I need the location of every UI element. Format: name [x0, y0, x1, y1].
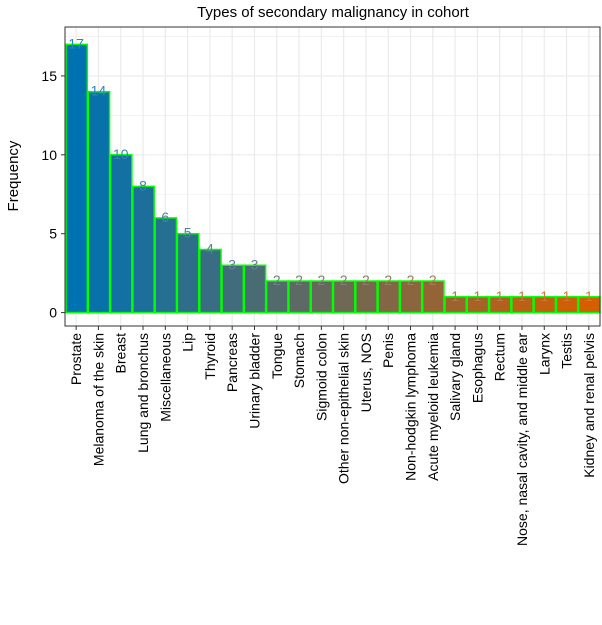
bar-uterus-nos [355, 280, 378, 314]
x-tick-label: Stomach [291, 333, 307, 388]
x-tick-label: Larynx [536, 333, 552, 375]
x-tick-label: Non-hodgkin lymphoma [403, 333, 419, 481]
data-label: 2 [295, 272, 303, 288]
x-tick-label: Nose, nasal cavity, and middle ear [514, 333, 530, 546]
y-axis-label: Frequency [5, 140, 22, 211]
x-tick-label: Melanoma of the skin [90, 333, 106, 466]
x-tick-label: Other non-epithelial skin [336, 333, 352, 484]
x-tick-label: Testis [559, 333, 575, 369]
data-label: 14 [91, 83, 107, 99]
x-tick-label: Pancreas [224, 333, 240, 392]
bar-rectum [488, 296, 512, 314]
bar-larynx [533, 296, 557, 314]
data-label: 2 [317, 272, 325, 288]
data-label: 2 [362, 272, 370, 288]
x-tick-label: Urinary bladder [246, 333, 262, 429]
x-tick-label: Uterus, NOS [358, 333, 374, 412]
data-label: 10 [113, 146, 129, 162]
data-label: 1 [451, 288, 459, 304]
bars [65, 43, 601, 314]
bar-salivary-gland [444, 296, 468, 314]
x-tick-label: Salivary gland [447, 333, 463, 421]
data-label: 1 [585, 288, 593, 304]
panel-border [64, 26, 601, 327]
y-tick-label: 10 [41, 147, 57, 163]
bar-lung-and-bronchus [132, 185, 155, 314]
bar-prostate [65, 43, 89, 314]
x-tick-label: Rectum [492, 333, 508, 381]
y-tick-label: 0 [49, 305, 57, 321]
bar-lip [176, 232, 200, 314]
bar-testis [555, 296, 579, 314]
x-tick-label: Esophagus [469, 333, 485, 403]
bar-miscellaneous [154, 217, 178, 314]
chart-title: Types of secondary malignancy in cohort [197, 4, 470, 21]
x-tick-label: Kidney and renal pelvis [581, 333, 597, 478]
data-label: 2 [340, 272, 348, 288]
data-label: 17 [68, 35, 84, 51]
data-label: 1 [473, 288, 481, 304]
bar-breast [109, 154, 133, 314]
data-label: 2 [429, 272, 437, 288]
data-label: 1 [496, 288, 504, 304]
y-tick-label: 5 [49, 226, 57, 242]
x-axis: Prostate Melanoma of the skin Breast Lung a… [68, 326, 597, 546]
y-axis: 0 5 10 15 [41, 68, 65, 321]
data-label: 1 [518, 288, 526, 304]
bar-esophagus [466, 296, 490, 314]
bar-pancreas [221, 264, 245, 314]
x-tick-label: Miscellaneous [157, 333, 173, 422]
bar-acute-myeloid-leukemia [421, 280, 445, 314]
x-tick-label: Lip [180, 333, 196, 352]
data-label: 2 [407, 272, 415, 288]
bar-sigmoid-colon [310, 280, 334, 314]
data-label: 1 [563, 288, 571, 304]
data-label: 5 [184, 225, 192, 241]
x-tick-label: Lung and bronchus [135, 333, 151, 453]
bar-melanoma-of-the-skin [87, 90, 111, 314]
bar-other-non-epithelial-skin [332, 280, 356, 314]
x-tick-label: Tongue [269, 333, 285, 379]
data-label: 1 [540, 288, 548, 304]
data-label: 6 [161, 209, 169, 225]
data-label: 3 [228, 256, 236, 272]
x-tick-label: Breast [113, 333, 129, 374]
x-tick-label: Prostate [68, 333, 84, 385]
data-label: 8 [139, 177, 147, 193]
x-tick-label: Sigmoid colon [313, 333, 329, 421]
data-label: 2 [384, 272, 392, 288]
bar-non-hodgkin-lymphoma [399, 280, 423, 314]
bar-stomach [288, 280, 311, 314]
bar-thyroid [199, 248, 222, 314]
bar-nose-nasal-cavity-and-middle-ear [511, 296, 534, 314]
bar-urinary-bladder [243, 264, 267, 314]
bar-penis [377, 280, 401, 314]
data-label: 2 [273, 272, 281, 288]
data-label: 3 [251, 256, 259, 272]
x-tick-label: Acute myeloid leukemia [425, 333, 441, 481]
x-tick-label: Thyroid [202, 333, 218, 380]
data-label: 4 [206, 240, 214, 256]
y-tick-label: 15 [41, 68, 57, 84]
bar-tongue [265, 280, 289, 314]
x-tick-label: Penis [380, 333, 396, 368]
